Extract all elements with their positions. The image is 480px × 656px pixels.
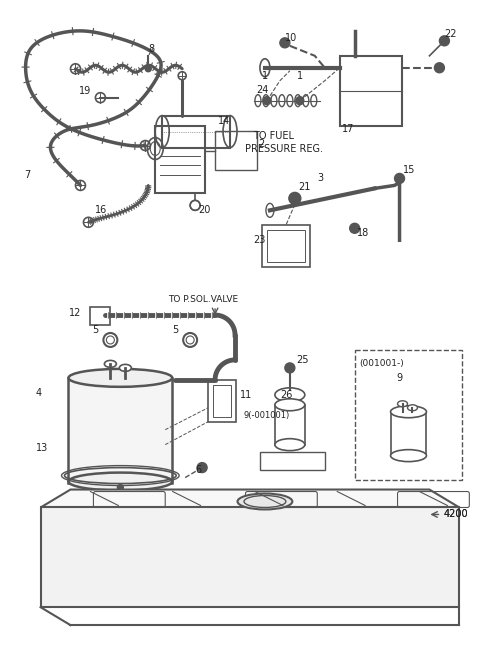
Bar (340, 56, 402, 125)
Text: 24: 24 (256, 85, 268, 94)
Text: 9: 9 (396, 373, 403, 383)
Bar (391, 412, 426, 456)
Text: 13: 13 (36, 443, 48, 453)
Text: 14: 14 (218, 115, 230, 125)
Text: TO P.SOL.VALVE: TO P.SOL.VALVE (168, 295, 239, 304)
Circle shape (395, 173, 405, 184)
Text: 25: 25 (296, 355, 308, 365)
Ellipse shape (120, 364, 132, 371)
Text: 1: 1 (297, 71, 303, 81)
Circle shape (263, 96, 271, 105)
Text: 15: 15 (403, 165, 415, 175)
Text: 16: 16 (96, 205, 108, 215)
Circle shape (71, 64, 81, 73)
Bar (260, 451, 325, 470)
Text: TO FUEL: TO FUEL (253, 131, 294, 140)
Bar (262, 225, 310, 267)
Bar (275, 405, 305, 445)
Bar (155, 125, 205, 194)
Circle shape (280, 38, 290, 48)
Circle shape (178, 72, 186, 80)
Text: (001001-): (001001-) (360, 359, 405, 369)
Text: 22: 22 (444, 29, 457, 39)
Text: 20: 20 (198, 205, 211, 215)
Ellipse shape (408, 405, 418, 411)
Ellipse shape (275, 388, 305, 401)
Ellipse shape (238, 493, 292, 510)
Text: 19: 19 (78, 86, 91, 96)
Circle shape (84, 217, 94, 227)
Bar (208, 380, 236, 422)
Text: 21: 21 (298, 182, 310, 192)
Circle shape (439, 36, 449, 46)
Circle shape (197, 462, 207, 472)
Ellipse shape (275, 439, 305, 451)
Circle shape (145, 66, 151, 72)
Ellipse shape (391, 449, 426, 462)
Text: 4200: 4200 (444, 510, 468, 520)
Circle shape (117, 485, 123, 491)
Circle shape (350, 223, 360, 234)
Bar (90, 307, 110, 325)
Circle shape (140, 140, 150, 150)
Circle shape (289, 192, 301, 205)
Ellipse shape (391, 406, 426, 418)
Ellipse shape (397, 401, 408, 407)
Polygon shape (41, 489, 459, 508)
Text: 26: 26 (280, 390, 292, 400)
Circle shape (285, 363, 295, 373)
Circle shape (296, 96, 304, 105)
Text: 5: 5 (172, 325, 179, 335)
Text: 2: 2 (258, 138, 264, 148)
Text: 11: 11 (240, 390, 252, 400)
Text: 4: 4 (36, 388, 42, 398)
Ellipse shape (69, 472, 172, 491)
Bar (355, 350, 462, 480)
Bar (215, 131, 257, 171)
Text: 1: 1 (262, 71, 268, 81)
Text: PRESSURE REG.: PRESSURE REG. (245, 144, 323, 154)
Circle shape (96, 92, 106, 102)
Text: 5: 5 (93, 325, 99, 335)
Bar (162, 115, 230, 148)
Bar (267, 230, 305, 262)
Text: 9(-001001): 9(-001001) (244, 411, 290, 420)
Text: 10: 10 (285, 33, 297, 43)
Text: 8: 8 (148, 44, 155, 54)
Bar (213, 385, 231, 417)
Text: 6: 6 (195, 464, 201, 474)
Text: 23: 23 (253, 236, 265, 245)
Ellipse shape (275, 399, 305, 411)
Circle shape (183, 333, 197, 347)
Polygon shape (41, 508, 459, 607)
Ellipse shape (69, 369, 172, 387)
Text: 4200: 4200 (444, 510, 468, 520)
Text: 17: 17 (342, 123, 354, 134)
Text: 12: 12 (69, 308, 81, 318)
Text: 18: 18 (357, 228, 369, 238)
Text: 3: 3 (318, 173, 324, 184)
Circle shape (103, 333, 117, 347)
Text: 7: 7 (24, 171, 31, 180)
Ellipse shape (104, 360, 116, 367)
Bar (69, 378, 172, 483)
Circle shape (75, 180, 85, 190)
Circle shape (434, 63, 444, 73)
